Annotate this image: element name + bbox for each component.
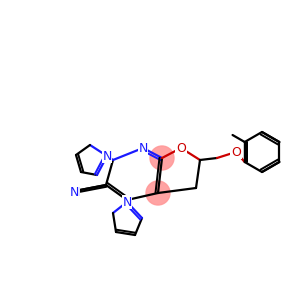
Circle shape bbox=[146, 181, 170, 205]
Text: N: N bbox=[69, 185, 79, 199]
Text: N: N bbox=[70, 185, 80, 199]
Text: N: N bbox=[122, 196, 132, 208]
Circle shape bbox=[150, 146, 174, 170]
Text: N: N bbox=[102, 149, 112, 163]
Text: O: O bbox=[231, 146, 241, 158]
Text: N: N bbox=[138, 142, 148, 154]
Text: O: O bbox=[176, 142, 186, 154]
